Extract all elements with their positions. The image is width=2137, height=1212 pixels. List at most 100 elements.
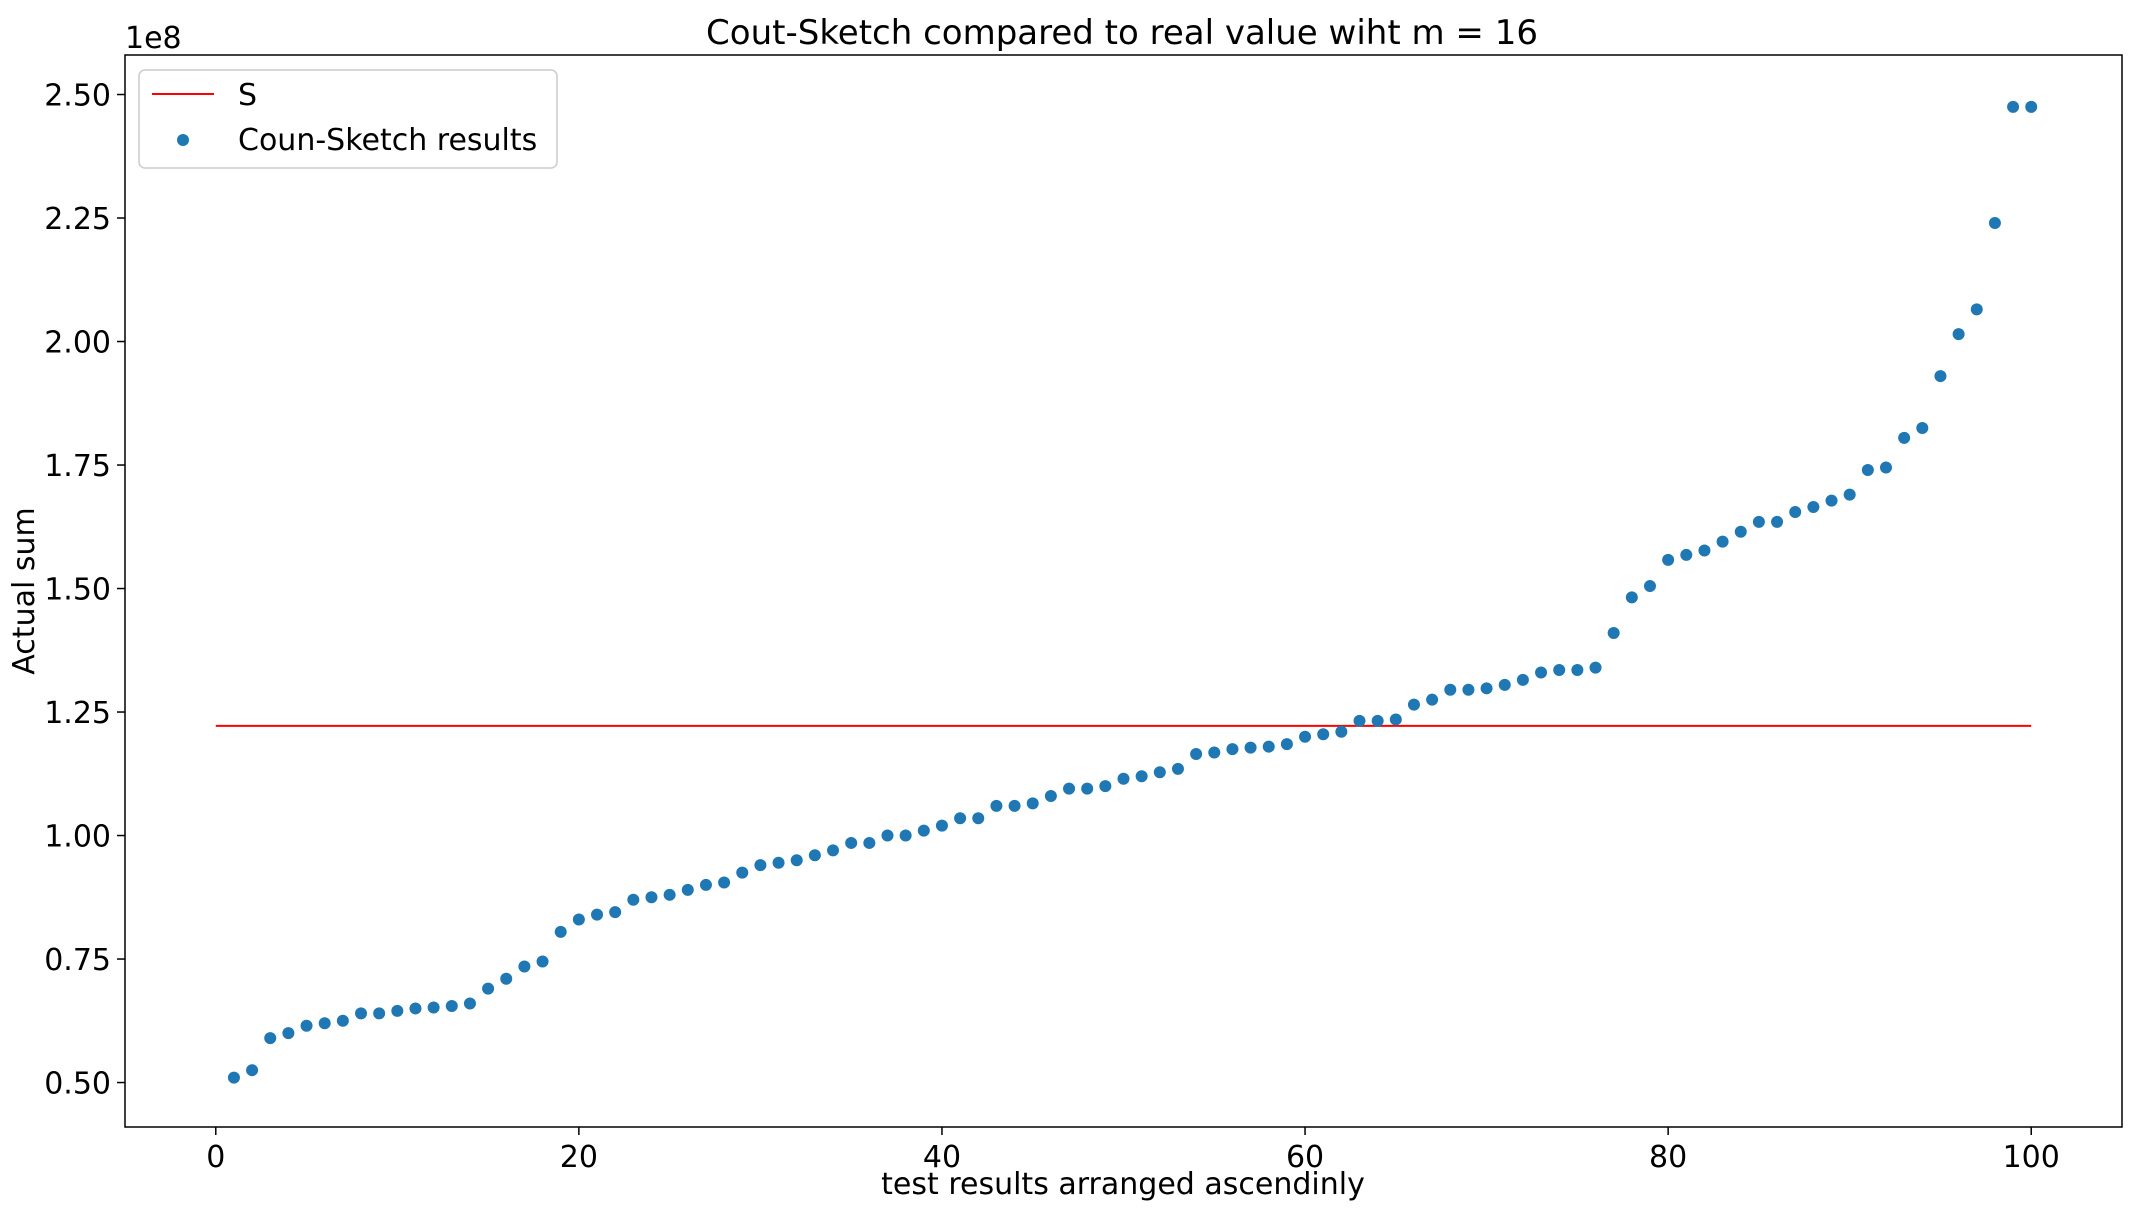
scatter-point xyxy=(1190,748,1203,761)
scatter-point xyxy=(1317,728,1330,741)
scatter-point xyxy=(1208,746,1221,759)
scatter-point xyxy=(1299,730,1312,743)
scatter-point xyxy=(591,908,604,921)
x-tick-label: 40 xyxy=(923,1140,961,1175)
scatter-point xyxy=(1988,216,2001,229)
scatter-point xyxy=(917,824,930,837)
scatter-point xyxy=(355,1007,368,1020)
scatter-point xyxy=(554,925,567,938)
scatter-point xyxy=(1734,525,1747,538)
scatter-point xyxy=(790,854,803,867)
y-tick-label: 2.00 xyxy=(44,326,111,361)
scatter-point xyxy=(227,1071,240,1084)
scatter-point xyxy=(845,836,858,849)
x-axis-label: test results arranged ascendinly xyxy=(881,1167,1365,1202)
scatter-point xyxy=(863,836,876,849)
scatter-point xyxy=(627,893,640,906)
scatter-point xyxy=(808,849,821,862)
scatter-point xyxy=(1371,714,1384,727)
x-axis-ticks: 0 20 40 60 80 100 xyxy=(206,1127,2060,1175)
scatter-point xyxy=(2025,100,2038,113)
scatter-point xyxy=(1970,303,1983,316)
series-layer xyxy=(215,100,2038,1084)
scatter-point xyxy=(536,955,549,968)
y-tick-label: 1.50 xyxy=(44,573,111,608)
scatter-point xyxy=(427,1001,440,1014)
scatter-point xyxy=(1879,461,1892,474)
legend-box xyxy=(138,69,558,169)
x-tick-label: 100 xyxy=(2003,1140,2060,1175)
scatter-point xyxy=(1643,580,1656,593)
scatter-point xyxy=(1752,515,1765,528)
scatter-point xyxy=(318,1017,331,1030)
scatter-point xyxy=(1353,714,1366,727)
y-tick-label: 1.75 xyxy=(44,449,111,484)
scatter-point xyxy=(246,1064,259,1077)
x-tick-label: 80 xyxy=(1649,1140,1687,1175)
y-axis-ticks: 0.50 0.75 1.00 1.25 1.50 1.75 2.00 2.25 2.50 xyxy=(44,79,125,1102)
scatter-point xyxy=(1807,501,1820,514)
scatter-point xyxy=(1607,626,1620,639)
x-tick-label: 20 xyxy=(560,1140,598,1175)
scatter-point xyxy=(663,888,676,901)
scatter-point xyxy=(282,1027,295,1040)
scatter-point xyxy=(899,829,912,842)
scatter-point xyxy=(935,819,948,832)
scatter-point xyxy=(1389,713,1402,726)
y-offset-text: 1e8 xyxy=(125,21,182,56)
legend-label-s: S xyxy=(238,78,257,113)
scatter-point xyxy=(881,829,894,842)
legend-marker-swatch xyxy=(177,134,189,146)
scatter-point xyxy=(1407,698,1420,711)
scatter-point xyxy=(1026,797,1039,810)
scatter-point xyxy=(445,999,458,1012)
scatter-point xyxy=(1789,505,1802,518)
scatter-point xyxy=(1135,770,1148,783)
scatter-point xyxy=(1952,328,1965,341)
scatter-point xyxy=(1498,678,1511,691)
scatter-point xyxy=(754,859,767,872)
y-tick-label: 1.25 xyxy=(44,696,111,731)
scatter-point xyxy=(1244,741,1257,754)
scatter-point xyxy=(1625,591,1638,604)
y-tick-label: 2.25 xyxy=(44,202,111,237)
scatter-point xyxy=(463,997,476,1010)
scatter-point xyxy=(373,1007,386,1020)
scatter-point xyxy=(1771,515,1784,528)
scatter-point xyxy=(2007,100,2020,113)
scatter-point xyxy=(1662,553,1675,566)
scatter-point xyxy=(518,960,531,973)
scatter-point xyxy=(391,1004,404,1017)
scatter-point xyxy=(1916,421,1929,434)
scatter-point xyxy=(1516,673,1529,686)
scatter-point xyxy=(264,1032,277,1045)
y-axis-label: Actual sum xyxy=(7,507,42,674)
scatter-point xyxy=(609,906,622,919)
scatter-point xyxy=(409,1002,422,1015)
scatter-point xyxy=(1444,683,1457,696)
scatter-point xyxy=(827,844,840,857)
scatter-point xyxy=(1262,740,1275,753)
scatter-point xyxy=(1934,370,1947,383)
scatter-point xyxy=(718,876,731,889)
y-tick-label: 0.50 xyxy=(44,1067,111,1102)
chart-title: Cout-Sketch compared to real value wiht … xyxy=(706,13,1538,53)
scatter-point xyxy=(1117,772,1130,785)
scatter-point xyxy=(1335,725,1348,738)
scatter-point xyxy=(1226,743,1239,756)
scatter-point xyxy=(1898,431,1911,444)
scatter-point xyxy=(1171,762,1184,775)
scatter-point xyxy=(1462,683,1475,696)
scatter-point xyxy=(1589,661,1602,674)
scatter-point xyxy=(1063,782,1076,795)
scatter-point xyxy=(336,1014,349,1027)
scatter-point xyxy=(954,812,967,825)
scatter-point xyxy=(1680,548,1693,561)
legend-label-coun-sketch: Coun-Sketch results xyxy=(238,123,537,158)
scatter-point xyxy=(1426,693,1439,706)
scatter-point xyxy=(772,856,785,869)
scatter-point xyxy=(736,866,749,879)
scatter-point xyxy=(1535,666,1548,679)
scatter-point xyxy=(972,812,985,825)
